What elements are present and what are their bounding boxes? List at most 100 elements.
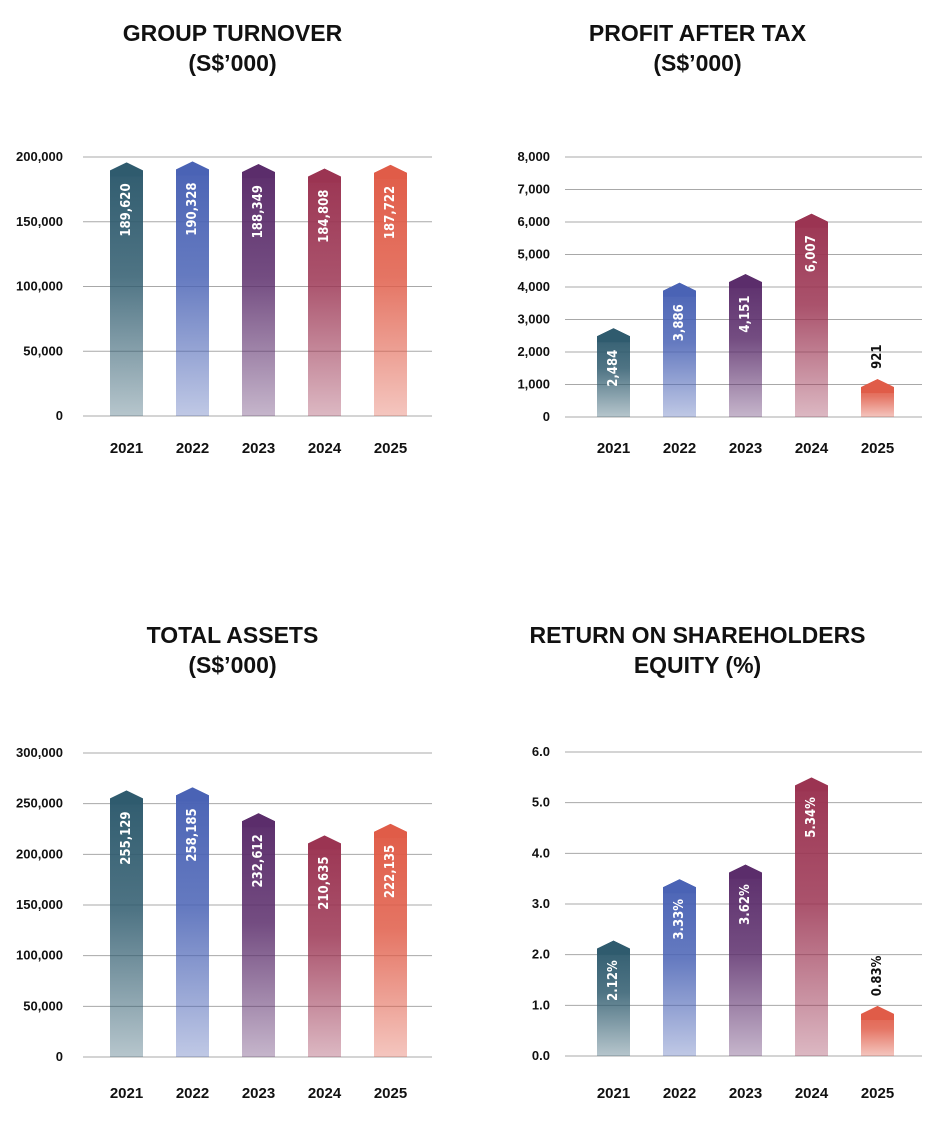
bar-2025	[374, 823, 407, 1057]
bar-2021	[597, 940, 630, 1056]
x-category-label: 2023	[729, 440, 762, 457]
y-tick-label: 6,000	[517, 214, 550, 229]
data-label: 188,349	[251, 185, 266, 238]
x-category-label: 2024	[795, 440, 829, 457]
data-label: 210,635	[317, 857, 332, 910]
data-label: 3,886	[672, 304, 687, 341]
y-tick-label: 250,000	[16, 796, 63, 811]
x-category-label: 2023	[242, 440, 275, 457]
y-tick-label: 2,000	[517, 344, 550, 359]
x-category-label: 2022	[176, 440, 209, 457]
y-tick-label: 200,000	[16, 149, 63, 164]
bar-cap	[729, 864, 762, 879]
y-tick-label: 50,000	[23, 343, 63, 358]
bar-2024	[795, 777, 828, 1056]
data-label: 255,129	[119, 811, 134, 864]
chart-panel-total-assets: TOTAL ASSETS (S$’000) 0 50,000 100,000 150,…	[0, 600, 465, 1123]
chart-title-line-2: (S$’000)	[188, 652, 277, 678]
data-label: 0.83%	[870, 955, 885, 996]
y-tick-label: 200,000	[16, 846, 63, 861]
y-tick-label: 150,000	[16, 897, 63, 912]
chart-panel-group-turnover: GROUP TURNOVER (S$’000) 0 50,000 100,000 15…	[0, 0, 465, 560]
y-tick-label: 50,000	[23, 998, 63, 1013]
bar-cap	[597, 940, 630, 955]
chart-title-line-1: PROFIT AFTER TAX	[588, 20, 807, 46]
bar-cap	[176, 161, 209, 176]
chart-title-line-2: EQUITY (%)	[633, 652, 762, 678]
y-tick-label: 4,000	[517, 279, 550, 294]
x-category-label: 2021	[110, 1085, 143, 1102]
y-tick-label: 3.0	[532, 896, 550, 911]
return-on-equity-bar-chart: 0.0 1.0 2.0 3.0 4.0 5.0 6.0 2.12% 2021 3.33% 2022 3…	[532, 744, 922, 1102]
x-category-label: 2023	[242, 1085, 275, 1102]
bar-cap	[861, 1005, 894, 1020]
group-turnover-bar-chart: 0 50,000 100,000 150,000 200,000 189,620 2021 1…	[16, 149, 432, 457]
x-category-label: 2025	[861, 1085, 894, 1102]
chart-title-line-2: (S$’000)	[653, 50, 742, 76]
y-tick-label: 100,000	[16, 948, 63, 963]
bar-2021	[110, 162, 143, 416]
chart-title-line-2: (S$’000)	[188, 50, 277, 76]
bar-cap	[795, 213, 828, 228]
x-category-label: 2022	[176, 1085, 209, 1102]
bar-cap	[597, 328, 630, 343]
bar-2023	[729, 864, 762, 1056]
y-tick-label: 8,000	[517, 149, 550, 164]
bar-2024	[308, 168, 341, 416]
data-label: 222,135	[383, 845, 398, 898]
x-category-label: 2025	[374, 440, 407, 457]
data-label: 2,484	[606, 350, 621, 387]
chart-title-line-1: GROUP TURNOVER	[122, 20, 343, 46]
chart-panel-profit-after-tax: PROFIT AFTER TAX (S$’000) 0 1,000 2,000 3,0…	[465, 0, 930, 560]
bar-2021	[110, 790, 143, 1057]
data-label: 4,151	[738, 296, 753, 333]
bar-cap	[242, 164, 275, 179]
chart-title: PROFIT AFTER TAX (S$’000)	[465, 18, 930, 78]
y-tick-label: 0	[56, 1049, 63, 1064]
x-category-label: 2022	[663, 1085, 696, 1102]
bar-cap	[374, 164, 407, 179]
bar-2025	[374, 164, 407, 416]
bar-cap	[729, 274, 762, 289]
bar-2022	[176, 787, 209, 1057]
bar-2024	[795, 213, 828, 417]
x-category-label: 2021	[110, 440, 143, 457]
data-label: 184,808	[317, 190, 332, 243]
chart-panel-return-on-equity: RETURN ON SHAREHOLDERS EQUITY (%) 0.0 1.0…	[465, 600, 930, 1123]
data-label: 5.34%	[804, 797, 819, 838]
x-category-label: 2022	[663, 440, 696, 457]
bar-cap	[795, 777, 828, 792]
y-tick-label: 1,000	[517, 377, 550, 392]
chart-title: TOTAL ASSETS (S$’000)	[0, 620, 465, 680]
chart-title-line-1: TOTAL ASSETS	[146, 622, 319, 648]
data-label: 232,612	[251, 834, 266, 887]
chart-title-line-1: RETURN ON SHAREHOLDERS	[529, 622, 866, 648]
y-tick-label: 100,000	[16, 279, 63, 294]
data-label: 258,185	[185, 808, 200, 861]
y-tick-label: 7,000	[517, 182, 550, 197]
x-category-label: 2024	[308, 1085, 342, 1102]
bar-2022	[663, 282, 696, 417]
bar-cap	[110, 790, 143, 805]
data-label: 6,007	[804, 235, 819, 272]
y-tick-label: 2.0	[532, 947, 550, 962]
y-tick-label: 6.0	[532, 744, 550, 759]
bar-2023	[242, 813, 275, 1057]
bar-cap	[176, 787, 209, 802]
y-tick-label: 5,000	[517, 247, 550, 262]
bar-cap	[308, 168, 341, 183]
data-label: 189,620	[119, 183, 134, 236]
y-tick-label: 4.0	[532, 845, 550, 860]
bar-cap	[308, 835, 341, 850]
data-label: 2.12%	[606, 960, 621, 1001]
x-category-label: 2021	[597, 440, 630, 457]
bar-2021	[597, 328, 630, 417]
x-category-label: 2024	[795, 1085, 829, 1102]
bar-2023	[242, 164, 275, 416]
bar-2024	[308, 835, 341, 1057]
chart-title: RETURN ON SHAREHOLDERS EQUITY (%)	[465, 620, 930, 680]
x-category-label: 2025	[861, 440, 894, 457]
bar-cap	[663, 879, 696, 894]
bar-2022	[176, 161, 209, 416]
y-tick-label: 5.0	[532, 795, 550, 810]
